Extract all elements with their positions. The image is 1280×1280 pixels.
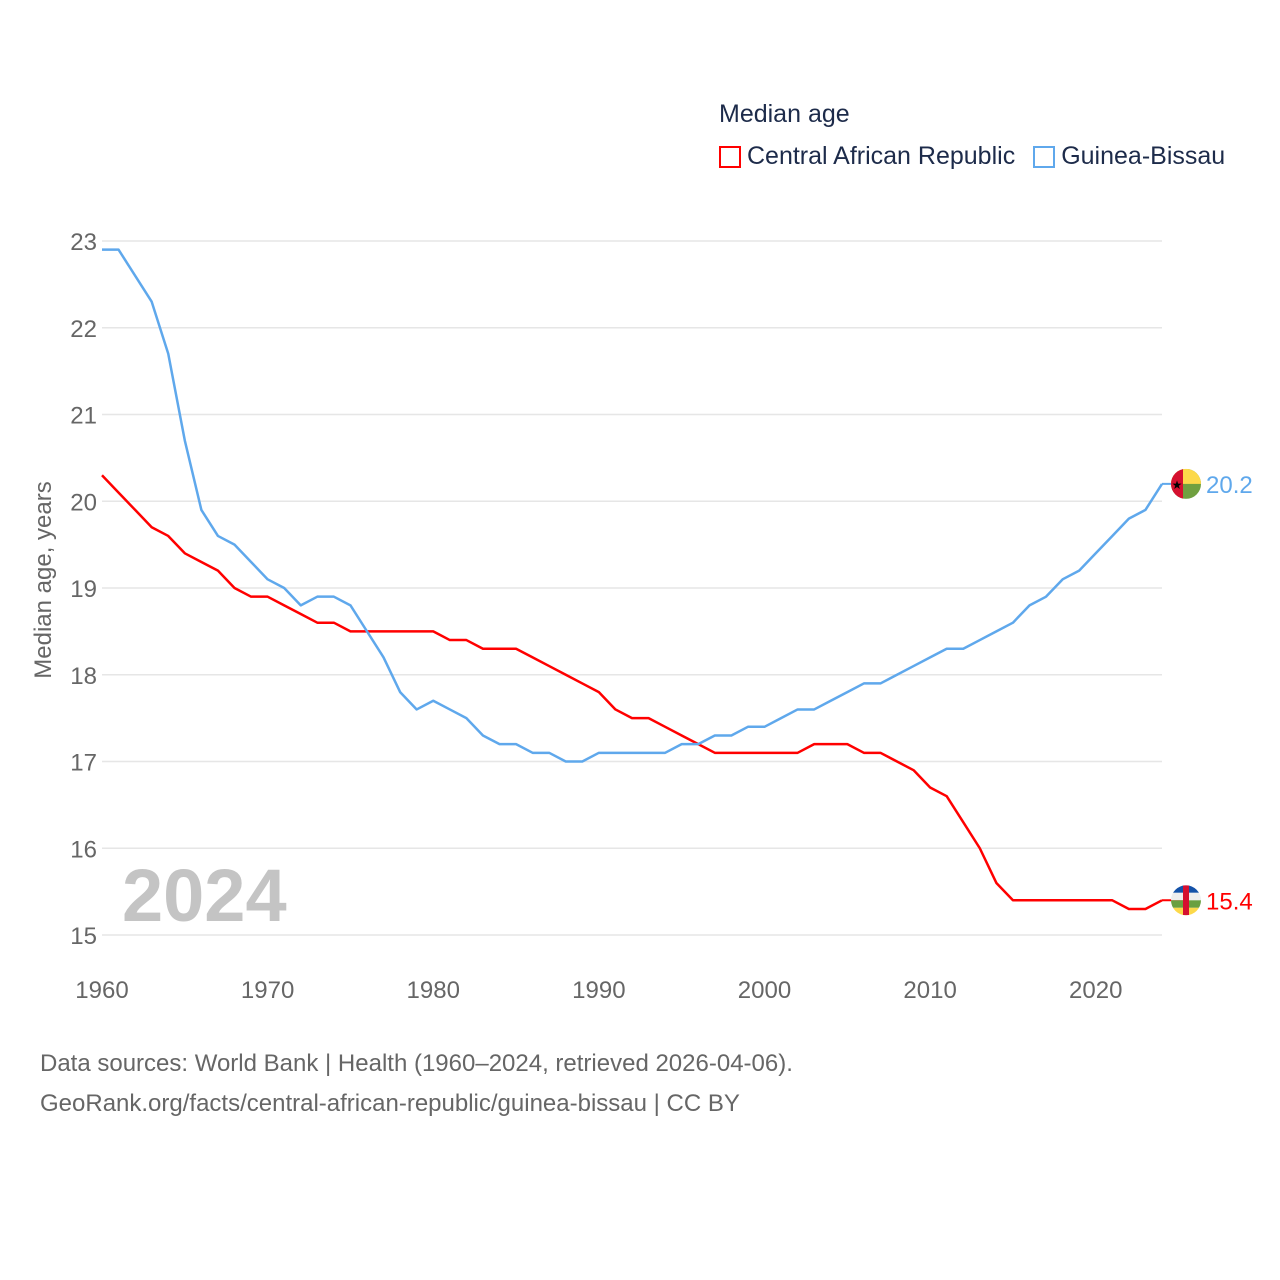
legend-item-central-african-republic[interactable]: Central African Republic bbox=[719, 142, 1015, 171]
series-line-guinea-bissau[interactable] bbox=[102, 248, 1164, 763]
x-tick-label: 1960 bbox=[75, 977, 128, 1004]
x-tick-label: 1990 bbox=[572, 977, 625, 1004]
y-tick-label: 20 bbox=[70, 489, 97, 516]
x-tick-label: 1970 bbox=[241, 977, 294, 1004]
y-tick-label: 23 bbox=[70, 229, 97, 256]
svg-text:★: ★ bbox=[1172, 478, 1183, 492]
source-link[interactable]: GeoRank.org/facts/central-african-republ… bbox=[40, 1090, 740, 1117]
year-watermark: 2024 bbox=[122, 854, 287, 937]
line-chart: 15 16 17 18 19 20 21 22 23 1960 1970 1980 1990 2000 2… bbox=[30, 229, 1253, 1004]
legend: Central African Republic Guinea-Bissau bbox=[719, 142, 1225, 171]
y-tick-label: 22 bbox=[70, 316, 97, 343]
legend-label: Central African Republic bbox=[747, 142, 1016, 170]
y-tick-label: 21 bbox=[70, 403, 97, 430]
x-tick-label: 2020 bbox=[1069, 977, 1122, 1004]
end-value-label: 15.4 bbox=[1206, 888, 1253, 915]
y-tick-label: 17 bbox=[70, 750, 97, 777]
car-flag-icon bbox=[1171, 885, 1201, 916]
series-line-central-african-republic[interactable] bbox=[101, 474, 1163, 911]
guinea-bissau-flag-icon: ★ bbox=[1171, 468, 1201, 499]
end-value-label: 20.2 bbox=[1206, 472, 1253, 499]
y-tick-label: 16 bbox=[70, 836, 97, 863]
legend-swatch bbox=[1033, 145, 1056, 168]
legend-title: Median age bbox=[719, 100, 850, 128]
x-tick-label: 2000 bbox=[738, 977, 791, 1004]
source-text: Data sources: World Bank | Health (1960–… bbox=[40, 1050, 793, 1077]
x-tick-label: 2010 bbox=[903, 977, 956, 1004]
footer: Data sources: World Bank | Health (1960–… bbox=[40, 1044, 793, 1124]
y-tick-label: 15 bbox=[70, 923, 97, 950]
x-tick-label: 1980 bbox=[407, 977, 460, 1004]
y-tick-label: 18 bbox=[70, 663, 97, 690]
y-axis-label: Median age, years bbox=[30, 481, 57, 678]
legend-item-guinea-bissau[interactable]: Guinea-Bissau bbox=[1033, 142, 1225, 171]
y-tick-label: 19 bbox=[70, 576, 97, 603]
legend-swatch bbox=[719, 145, 741, 168]
legend-label: Guinea-Bissau bbox=[1061, 142, 1226, 170]
